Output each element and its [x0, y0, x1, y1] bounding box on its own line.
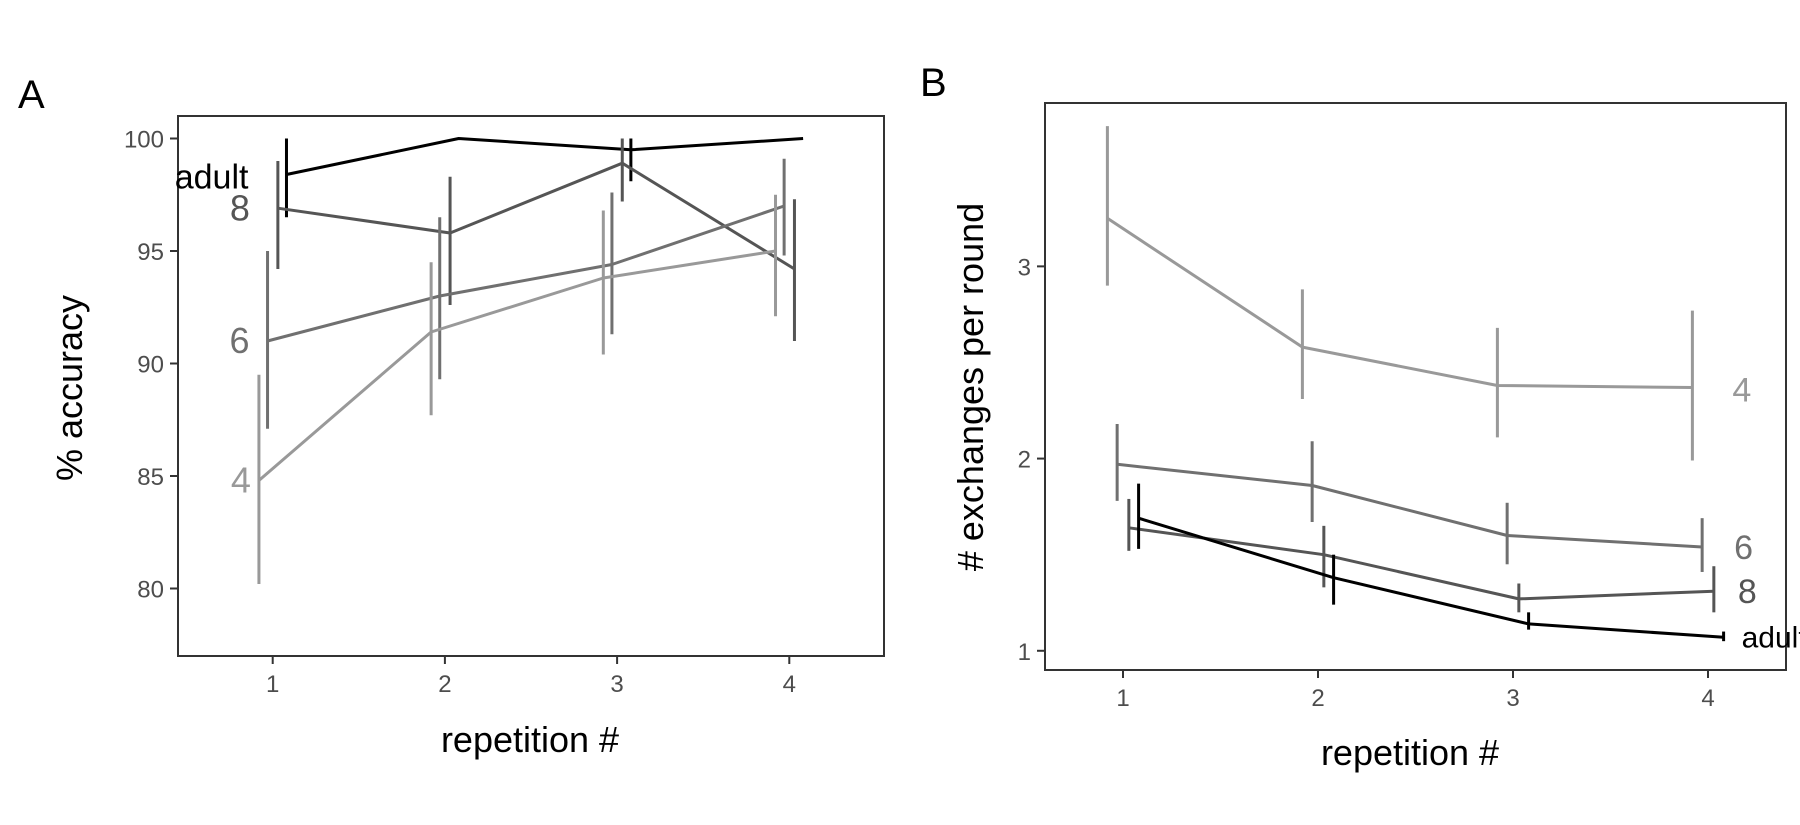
y-tick-label-a-90: 90 [137, 352, 164, 379]
y-axis-title-a: % accuracy [49, 295, 90, 481]
x-tick-label-a-2: 2 [438, 671, 451, 698]
series-line [1138, 516, 1724, 639]
series-line [267, 204, 785, 343]
series-line [286, 137, 804, 176]
series-a-8: 8 [230, 138, 796, 341]
panel-label-a: A [18, 73, 45, 117]
series-label: adult [1742, 621, 1800, 654]
series-b-6: 6 [1115, 423, 1753, 572]
y-tick-label-a-85: 85 [137, 464, 164, 491]
series-a-6: 6 [230, 158, 786, 429]
series-line [1117, 462, 1703, 549]
series-b-4: 4 [1105, 126, 1751, 461]
x-axis-title-a: repetition # [441, 719, 619, 760]
y-tick-label-b-1: 1 [1018, 639, 1031, 666]
series-label: 4 [231, 460, 251, 501]
x-tick-label-b-3: 3 [1506, 685, 1519, 712]
y-tick-label-a-95: 95 [137, 239, 164, 266]
series-line [1128, 526, 1714, 601]
x-tick-label-a-3: 3 [610, 671, 623, 698]
series-label: 8 [1738, 573, 1757, 611]
y-tick-label-a-100: 100 [124, 127, 164, 154]
y-tick-label-a-80: 80 [137, 577, 164, 604]
y-axis-title-b: # exchanges per round [950, 203, 991, 571]
series-line [277, 161, 796, 271]
panel-b: B 1 2 3 4 1 2 3 4 6 8 adult repetition # # exchang… [920, 61, 1800, 773]
series-b-8: 8 [1127, 498, 1757, 613]
y-tick-label-b-2: 2 [1018, 447, 1031, 474]
x-tick-label-b-1: 1 [1116, 685, 1129, 712]
series-line [1106, 217, 1693, 389]
plot-frame-a [177, 115, 885, 657]
plot-frame-b [1044, 102, 1787, 671]
series-label: 6 [1734, 529, 1753, 567]
series-label: adult [175, 159, 249, 197]
x-tick-label-a-4: 4 [783, 671, 796, 698]
series-a-4: 4 [231, 194, 778, 584]
series-label: 4 [1732, 371, 1751, 409]
y-tick-label-b-3: 3 [1018, 254, 1031, 281]
panel-label-b: B [920, 61, 947, 105]
series-a-adult: adult [175, 137, 804, 218]
x-tick-label-a-1: 1 [266, 671, 279, 698]
x-axis-title-b: repetition # [1321, 732, 1499, 773]
series-line [257, 249, 776, 482]
x-tick-label-b-2: 2 [1311, 685, 1324, 712]
x-tick-label-b-4: 4 [1701, 685, 1714, 712]
series-b-adult: adult [1137, 483, 1800, 654]
series-label: 8 [230, 187, 250, 228]
series-label: 6 [230, 320, 250, 361]
